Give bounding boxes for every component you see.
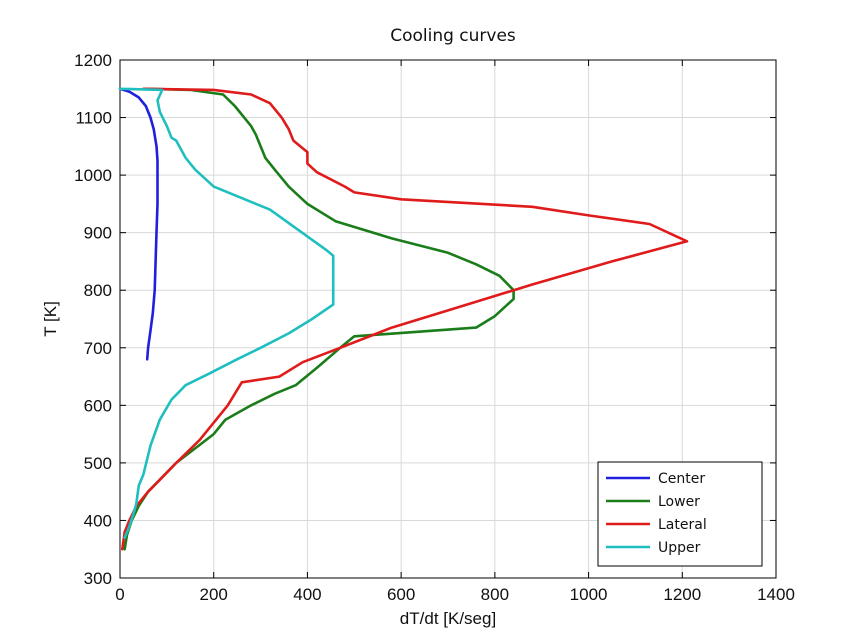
grid: [120, 60, 776, 578]
y-tick-label: 300: [84, 569, 112, 588]
y-tick-label: 400: [84, 511, 112, 530]
legend-label-upper: Upper: [658, 540, 701, 556]
legend-label-center: Center: [658, 471, 705, 487]
y-tick-label: 700: [84, 339, 112, 358]
y-tick-label: 500: [84, 454, 112, 473]
y-tick-label: 900: [84, 224, 112, 243]
y-tick-label: 1100: [75, 109, 112, 128]
x-tick-label: 0: [115, 585, 124, 604]
axis-ticks: 0 200 400 600 800 1000 1200 1400 300 400 500 600 700…: [74, 51, 795, 604]
series-line-upper: [118, 87, 335, 539]
plot-frame: [119, 59, 777, 579]
y-tick-label: 600: [84, 396, 112, 415]
y-axis-label: T [K]: [41, 301, 60, 337]
legend-label-lower: Lower: [658, 494, 700, 510]
legend-label-lateral: Lateral: [658, 517, 707, 533]
x-tick-label: 200: [200, 585, 228, 604]
chart-title: Cooling curves: [390, 26, 516, 46]
series-lines: [118, 87, 689, 551]
y-tick-label: 1000: [74, 166, 112, 185]
legend-box: [597, 461, 763, 567]
x-tick-label: 800: [481, 585, 509, 604]
x-tick-label: 400: [293, 585, 321, 604]
series-line-center: [118, 87, 159, 361]
legend: Center Lower Lateral Upper: [597, 461, 763, 567]
x-tick-label: 600: [387, 585, 415, 604]
y-tick-label: 800: [84, 281, 112, 300]
x-tick-label: 1200: [663, 585, 701, 604]
y-tick-label: 1200: [74, 51, 112, 70]
x-tick-label: 1400: [757, 585, 795, 604]
x-axis-label: dT/dt [K/seg]: [400, 609, 496, 628]
series-line-lower: [123, 87, 515, 551]
x-tick-label: 1000: [570, 585, 608, 604]
series-line-lateral: [121, 87, 689, 551]
